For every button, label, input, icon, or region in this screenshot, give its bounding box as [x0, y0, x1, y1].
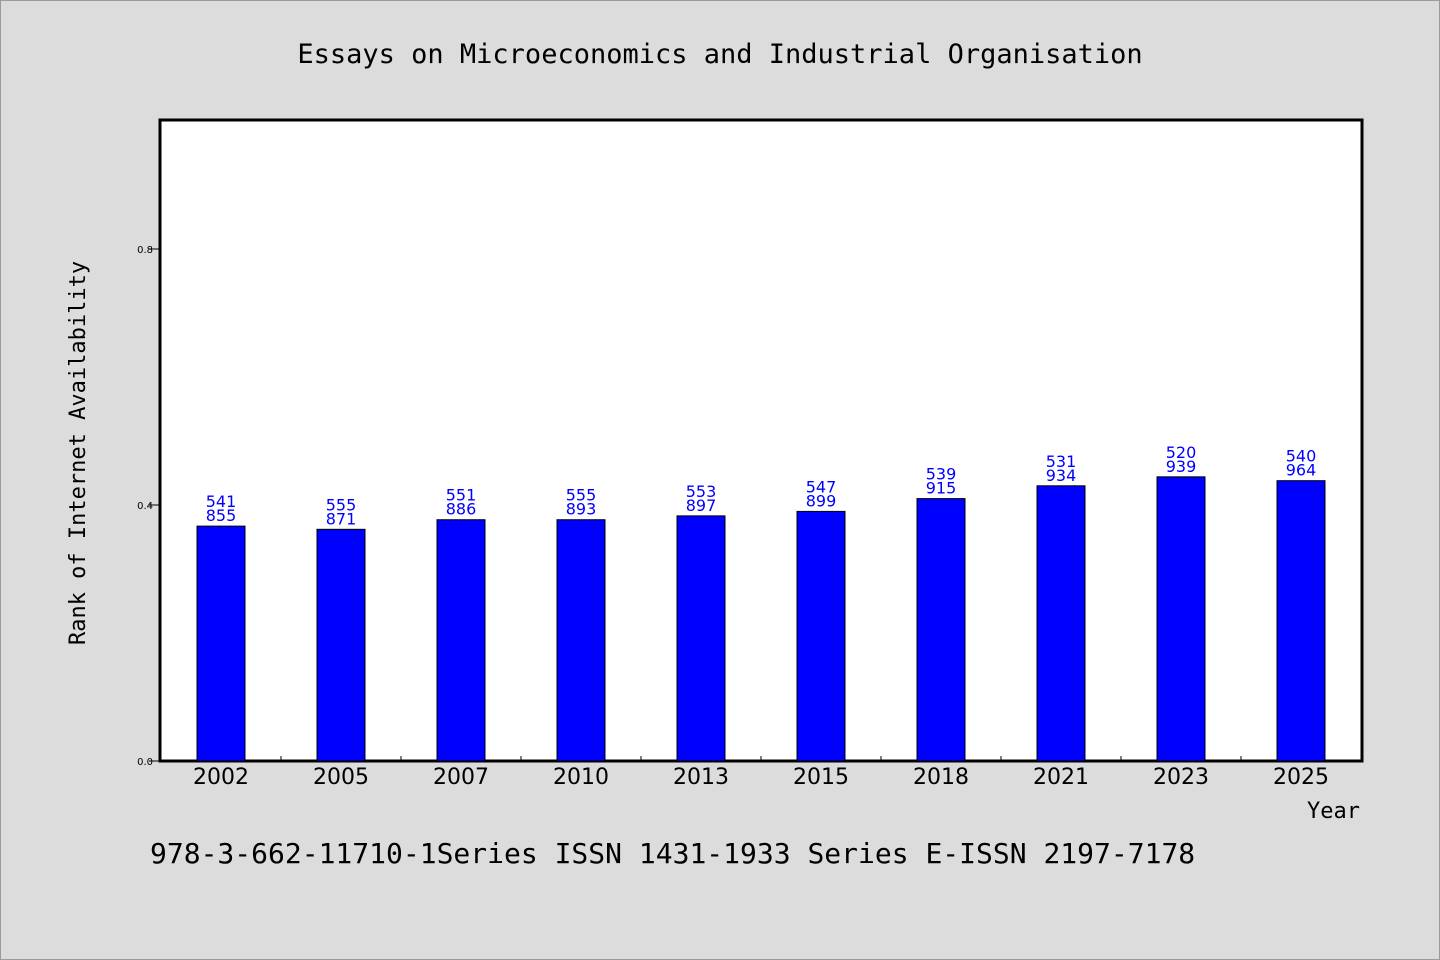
- x-tick-label: 2025: [1273, 765, 1329, 790]
- bar-data-label-top: 551: [446, 486, 477, 505]
- bar-2025: [1276, 480, 1326, 762]
- bar-data-label-bottom: 964: [1286, 461, 1317, 480]
- bar-data-label-bottom: 939: [1166, 457, 1197, 476]
- bar-2018: [916, 498, 966, 762]
- x-tick-label: 2010: [553, 765, 609, 790]
- bar-2013: [676, 515, 726, 762]
- bar-2002: [196, 525, 246, 762]
- bar-data-label-bottom: 897: [686, 496, 717, 515]
- bar-data-label-bottom: 886: [446, 500, 477, 519]
- chart-title: Essays on Microeconomics and Industrial …: [297, 39, 1142, 70]
- x-tick-label: 2007: [433, 765, 489, 790]
- y-tick-label: 0.0: [137, 757, 153, 768]
- footer-isbn-issn: 978-3-662-11710-1Series ISSN 1431-1933 S…: [150, 837, 1195, 870]
- bar-data-label-bottom: 899: [806, 491, 837, 510]
- bar-series: [196, 476, 1326, 762]
- x-axis-title: Year: [1307, 799, 1360, 824]
- bar-data-label-bottom: 855: [206, 506, 237, 525]
- bar-data-label-top: 555: [566, 486, 597, 505]
- bar-data-label-top: 540: [1286, 447, 1317, 466]
- x-tick-label: 2005: [313, 765, 369, 790]
- x-axis-ticks: 2002 2005 2007 2010 2013 2015 2018 2021 2023 2025: [193, 756, 1329, 790]
- bar-data-label-top: 555: [326, 495, 357, 514]
- bar-data-label-top: 531: [1046, 452, 1077, 471]
- x-tick-label: 2023: [1153, 765, 1209, 790]
- x-tick-label: 2002: [193, 765, 249, 790]
- bar-data-label-top: 520: [1166, 443, 1197, 462]
- x-tick-label: 2013: [673, 765, 729, 790]
- bar-2005: [316, 528, 366, 762]
- x-tick-label: 2015: [793, 765, 849, 790]
- y-axis-ticks: 0.0 0.4 0.8: [137, 245, 161, 768]
- bar-data-label-bottom: 893: [566, 500, 597, 519]
- bar-data-label-top: 541: [206, 492, 237, 511]
- bar-data-label-top: 539: [926, 465, 957, 484]
- bar-data-labels: 5418555558715518865558935538975478995399…: [206, 443, 1317, 528]
- bar-data-label-top: 547: [806, 477, 837, 496]
- y-tick-label: 0.4: [137, 501, 153, 512]
- x-tick-label: 2021: [1033, 765, 1089, 790]
- bar-data-label-top: 553: [686, 482, 717, 501]
- bar-data-label-bottom: 934: [1046, 466, 1077, 485]
- x-tick-label: 2018: [913, 765, 969, 790]
- bar-data-label-bottom: 915: [926, 479, 957, 498]
- bar-2021: [1036, 485, 1086, 762]
- bar-2010: [556, 519, 606, 762]
- y-axis-title: Rank of Internet Availability: [66, 261, 91, 645]
- y-tick-label: 0.8: [137, 245, 153, 256]
- bar-2015: [796, 510, 846, 762]
- bar-data-label-bottom: 871: [326, 509, 357, 528]
- bar-2007: [436, 519, 486, 762]
- bar-2023: [1156, 476, 1206, 762]
